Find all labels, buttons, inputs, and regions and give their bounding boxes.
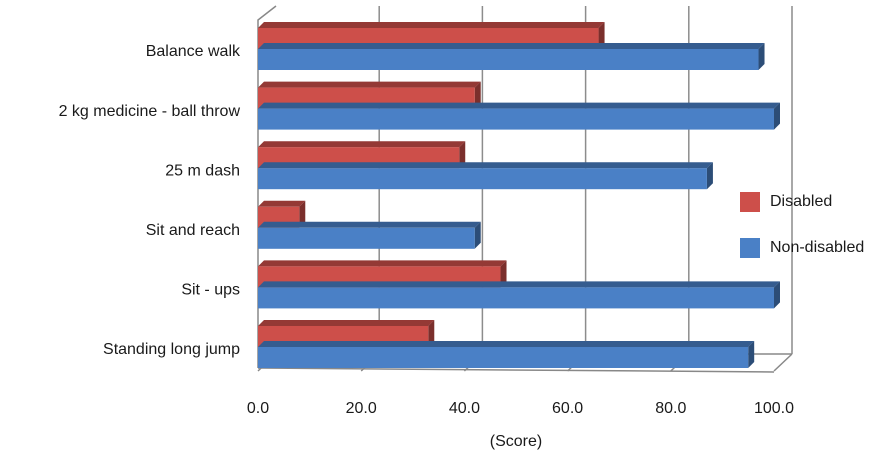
x-tick-labels: 0.0 20.0 40.0 60.0 80.0 100.0 (247, 400, 794, 417)
x-tick-label: 0.0 (247, 400, 269, 417)
bar-top-face (258, 200, 306, 207)
x-tick-label: 40.0 (449, 400, 480, 417)
bar-side-face (774, 102, 780, 130)
bar-side-face (299, 200, 306, 228)
bar-top-face (258, 221, 481, 228)
left-axis-wall (257, 5, 277, 368)
bar-non-disabled (258, 102, 780, 130)
bar-non-disabled (258, 281, 780, 309)
legend-swatch (740, 238, 760, 258)
bar-top-face (258, 260, 507, 267)
x-tick-label: 20.0 (346, 400, 377, 417)
bar-non-disabled (258, 221, 481, 249)
bar-side-face (500, 260, 507, 288)
category-label: Standing long jump (103, 341, 240, 358)
bar-front-face (258, 108, 774, 130)
bar-side-face (774, 281, 780, 309)
legend-label: Disabled (770, 193, 832, 210)
bar-non-disabled (258, 43, 765, 70)
legend-label: Non-disabled (770, 239, 864, 256)
bar-side-face (474, 81, 481, 109)
bar-top-face (258, 141, 466, 148)
category-label: Sit and reach (146, 222, 240, 239)
bar-top-face (258, 320, 435, 326)
x-tick-label: 80.0 (655, 400, 686, 417)
bar-top-face (258, 341, 755, 347)
category-label: 25 m dash (165, 162, 240, 179)
bar-side-face (474, 221, 481, 249)
bar-side-face (706, 162, 713, 190)
bar-front-face (258, 287, 774, 309)
bar-top-face (258, 102, 780, 109)
bar-top-face (258, 22, 605, 28)
x-tick-label: 100.0 (754, 400, 794, 417)
category-labels: Balance walk 2 kg medicine - ball throw 25… (59, 43, 241, 358)
bar-top-face (258, 81, 481, 88)
bar-front-face (258, 49, 759, 70)
x-tick-label: 60.0 (552, 400, 583, 417)
tick-mark (773, 353, 793, 372)
bar-top-face (258, 281, 780, 288)
bar-front-face (258, 347, 749, 368)
category-label: Sit - ups (181, 282, 240, 299)
legend: Disabled Non-disabled (740, 192, 864, 258)
category-label: 2 kg medicine - ball throw (59, 103, 241, 120)
bar-side-face (428, 320, 435, 347)
bar-front-face (258, 227, 475, 249)
x-axis-line (257, 367, 775, 373)
category-label: Balance walk (146, 43, 241, 60)
bar-top-face (258, 43, 765, 49)
bar-front-face (258, 168, 707, 190)
bar-top-face (258, 162, 713, 169)
legend-swatch (740, 192, 760, 212)
x-axis-title: (Score) (490, 433, 542, 450)
bar-side-face (598, 22, 605, 49)
bar-side-face (748, 341, 755, 368)
bar-side-face (758, 43, 765, 70)
bar-non-disabled (258, 341, 755, 368)
bar-non-disabled (258, 162, 713, 190)
bar-side-face (459, 141, 466, 169)
bars (258, 22, 780, 368)
